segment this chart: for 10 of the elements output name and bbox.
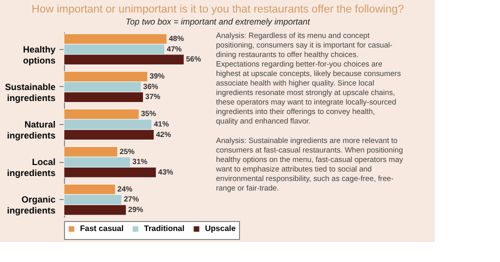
legend-label: Fast casual [80,224,124,233]
y-tick-label: Local ingredients [6,157,56,178]
text: Top two box = important and extremely important [126,16,310,26]
y-tick-label: Organic ingredients [6,194,56,216]
y-tick-label: Natural ingredients [6,120,56,140]
legend-label: Upscale [205,224,236,233]
y-tick-label: Healthy options [22,44,56,66]
y-tick-label: Sustainable ingredients [4,82,56,103]
text: How important or unimportant is it to you that restaurants offer the following? [32,4,404,16]
legend-label: Traditional [144,224,184,233]
